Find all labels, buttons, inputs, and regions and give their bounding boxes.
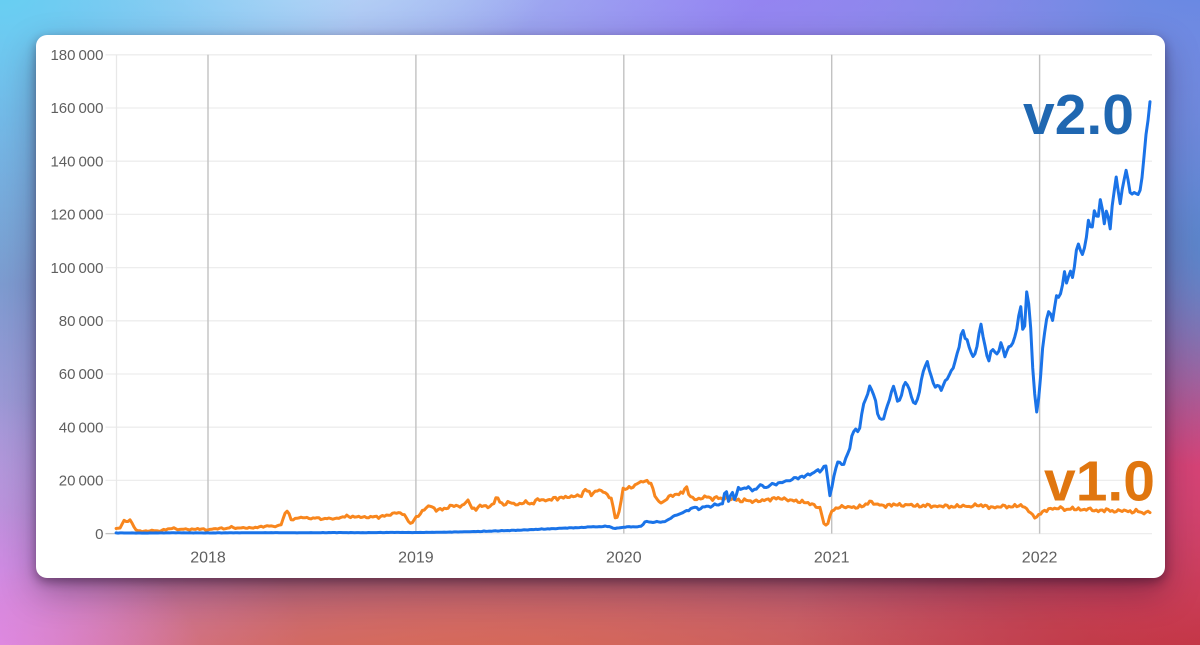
svg-text:2018: 2018: [190, 550, 226, 567]
svg-text:2020: 2020: [606, 550, 642, 567]
svg-text:40 000: 40 000: [59, 419, 104, 436]
svg-text:v2.0: v2.0: [1023, 83, 1134, 147]
svg-text:80 000: 80 000: [59, 313, 104, 330]
svg-text:2019: 2019: [398, 550, 434, 567]
svg-text:20 000: 20 000: [59, 473, 104, 490]
svg-text:180 000: 180 000: [50, 47, 103, 64]
svg-text:2022: 2022: [1022, 550, 1058, 567]
svg-text:140 000: 140 000: [50, 153, 103, 170]
svg-text:0: 0: [95, 526, 103, 543]
svg-text:160 000: 160 000: [50, 100, 103, 117]
svg-text:2021: 2021: [814, 550, 850, 567]
svg-text:120 000: 120 000: [50, 207, 103, 224]
svg-text:60 000: 60 000: [59, 366, 104, 383]
svg-text:v1.0: v1.0: [1044, 450, 1155, 514]
svg-text:100 000: 100 000: [50, 260, 103, 277]
